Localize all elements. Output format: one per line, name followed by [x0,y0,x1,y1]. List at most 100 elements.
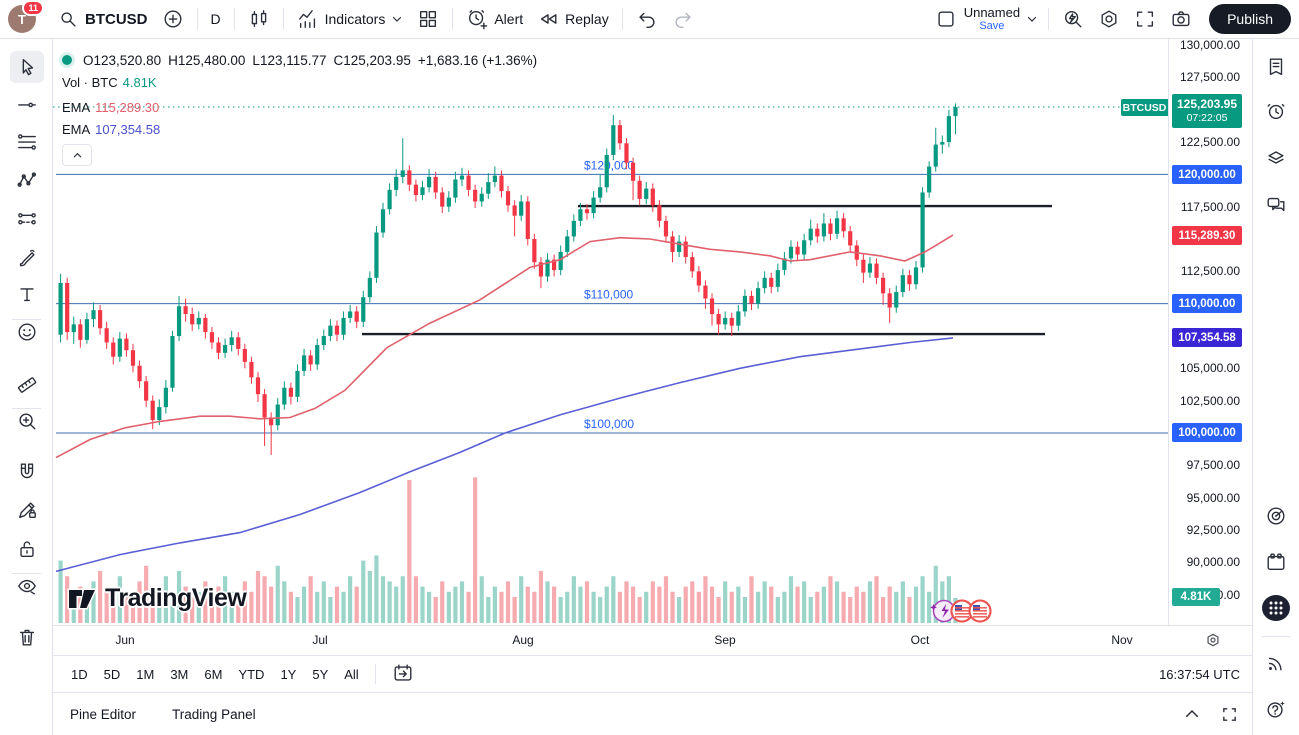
time-axis[interactable]: Jun Jul Aug Sep Oct Nov [53,625,1252,655]
sidebar-object-tree-button[interactable] [1260,142,1292,174]
indicator-templates-button[interactable] [410,4,446,34]
layout-name[interactable]: Unnamed Save [963,4,1021,33]
bar-countdown: 07:22:05 [1186,111,1228,124]
sidebar-chat-button[interactable] [1260,189,1292,221]
symbol-search-button[interactable]: BTCUSD [50,4,155,34]
range-1m-button[interactable]: 1M [128,662,162,687]
axis-settings-gear-icon[interactable] [1205,632,1221,648]
range-1y-button[interactable]: 1Y [272,662,304,687]
alert-button[interactable]: Alert [459,4,530,34]
svg-text:$120,000: $120,000 [584,158,634,172]
tool-cursor-button[interactable] [10,51,44,83]
tab-pine-editor[interactable]: Pine Editor [70,706,137,722]
cursor-icon [16,56,38,78]
ema-fast-line[interactable] [55,234,954,459]
range-ytd-button[interactable]: YTD [230,662,272,687]
fullscreen-button[interactable] [1127,4,1163,34]
price-chart[interactable]: $120,000 $110,000 $100,000 [53,39,1168,625]
undo-button[interactable] [629,4,665,34]
draw-pin-icon [16,499,38,521]
sidebar-scanner-button[interactable] [1260,500,1292,532]
sidebar-apps-button[interactable] [1260,592,1292,624]
low-value: 123,115.77 [259,52,327,68]
ema-fast-row[interactable]: EMA 115,289.30 [62,96,537,118]
search-icon [57,8,79,30]
tool-remove-all-button[interactable] [10,621,44,653]
tool-trend-line-button[interactable] [10,88,44,120]
chart-pane[interactable]: $120,000 $110,000 $100,000 O123,520.80 H12… [53,39,1168,625]
interval-button[interactable]: D [204,4,228,34]
sidebar-watchlist-button[interactable] [1260,51,1292,83]
quick-search-button[interactable] [1055,4,1091,34]
divider [12,573,41,574]
grid-layout-icon [417,8,439,30]
help-icon [1265,698,1287,720]
publish-button[interactable]: Publish [1209,4,1291,34]
panel-maximize-icon[interactable] [1221,706,1238,723]
tool-projection-button[interactable] [10,203,44,235]
indicators-button[interactable]: Indicators [290,4,411,34]
panel-expand-chevron-icon[interactable] [1183,705,1201,723]
avatar-initial: T [18,11,26,27]
chevron-down-icon[interactable] [1026,13,1038,25]
redo-button[interactable] [665,4,701,34]
trend-line-icon [16,93,38,115]
indicators-icon [297,8,319,30]
compare-add-button[interactable] [155,4,191,34]
notification-badge: 11 [22,0,44,16]
replay-button[interactable]: Replay [530,4,616,34]
range-all-button[interactable]: All [336,662,366,687]
remove-all-icon [16,626,38,648]
event-icons[interactable] [930,599,992,623]
range-6m-button[interactable]: 6M [196,662,230,687]
tool-text-tool-button[interactable] [10,278,44,310]
sidebar-help-button[interactable] [1260,693,1292,725]
tool-fib-lines-button[interactable] [10,126,44,158]
ruler-icon [16,372,38,394]
tool-ruler-button[interactable] [10,367,44,399]
ema-slow-row[interactable]: EMA 107,354.58 [62,118,537,140]
tool-emoji-button[interactable] [10,316,44,348]
tab-trading-panel[interactable]: Trading Panel [172,706,256,722]
ema-slow-line[interactable] [55,337,954,573]
sidebar-alerts-button[interactable] [1260,95,1292,127]
save-link[interactable]: Save [979,20,1005,33]
range-1d-button[interactable]: 1D [63,662,96,687]
tool-xabcd-pattern-button[interactable] [10,165,44,197]
sidebar-broadcast-button[interactable] [1260,647,1292,679]
range-5d-button[interactable]: 5D [96,662,129,687]
price-axis[interactable]: 130,000.00127,500.00125,000.00122,500.00… [1168,38,1252,625]
horizontal-price-lines: $120,000 $110,000 $100,000 [56,158,1168,434]
chart-type-button[interactable] [241,4,277,34]
time-tick-jul: Jul [312,633,328,647]
legend-collapse-button[interactable] [62,144,92,166]
save-layout-button[interactable] [928,4,964,34]
chart-settings-button[interactable] [1091,4,1127,34]
sidebar-calendar-button[interactable] [1260,546,1292,578]
tool-lock-all-button[interactable] [10,533,44,565]
volume-row[interactable]: Vol · BTC 4.81K [62,71,537,93]
range-3m-button[interactable]: 3M [162,662,196,687]
tool-magnet-button[interactable] [10,456,44,488]
broadcast-icon [1265,652,1287,674]
ohlc-row[interactable]: O123,520.80 H125,480.00 L123,115.77 C125… [62,49,537,71]
go-to-date-button[interactable] [384,657,422,692]
utc-clock[interactable]: 16:37:54 UTC [1159,666,1240,682]
trendlines[interactable] [362,204,1052,336]
projection-icon [16,208,38,230]
tool-brush-button[interactable] [10,241,44,273]
range-5y-button[interactable]: 5Y [304,662,336,687]
ema-label: EMA [62,121,91,137]
tradingview-logo-icon [67,586,97,612]
bottom-toolbar: 1D 5D 1M 3M 6M YTD 1Y 5Y All 16:37:54 UTC [53,655,1252,692]
tool-draw-pin-button[interactable] [10,494,44,526]
avatar[interactable]: T 11 [8,0,44,33]
change-value: +1,683.16 (+1.36%) [417,52,538,68]
ticker-price-label: BTCUSD [1121,99,1168,116]
tool-hide-all-button[interactable] [10,570,44,602]
snapshot-button[interactable] [1163,4,1199,34]
magnet-icon [16,461,38,483]
tradingview-watermark: TradingView [67,584,247,613]
tool-zoom-in-button[interactable] [10,405,44,437]
price-label-badge: 120,000.00 [1172,165,1242,184]
